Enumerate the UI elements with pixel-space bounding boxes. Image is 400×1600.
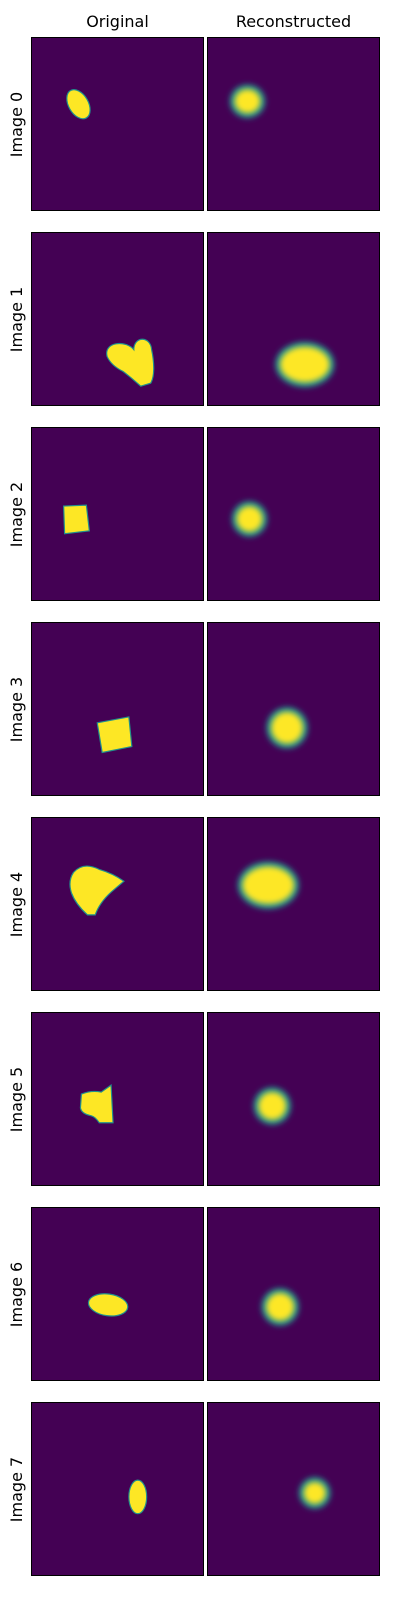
original-image xyxy=(106,338,155,387)
original-square-mark xyxy=(96,716,133,754)
reconstructed-image-panel xyxy=(207,622,380,796)
reconstructed-image xyxy=(231,501,268,537)
original-ellipse-mark xyxy=(87,1293,129,1317)
original-heart-mark xyxy=(106,338,155,387)
row-label: Image 6 xyxy=(0,1207,34,1381)
reconstructed-image-panel xyxy=(207,1402,380,1576)
original-image xyxy=(128,1479,148,1515)
reconstructed-blurred-circle-mark xyxy=(258,1092,287,1120)
original-image-panel xyxy=(31,37,204,211)
reconstructed-image xyxy=(261,1288,299,1326)
original-image xyxy=(79,1084,114,1124)
reconstructed-image xyxy=(253,1087,292,1125)
reconstructed-image-panel xyxy=(207,232,380,406)
original-image-panel xyxy=(31,232,204,406)
row-label: Image 3 xyxy=(0,622,34,796)
original-image-panel xyxy=(31,1402,204,1576)
row-label-text: Image 1 xyxy=(7,286,27,352)
row-label: Image 7 xyxy=(0,1402,34,1576)
row-label-text: Image 2 xyxy=(7,481,27,547)
original-ellipse-mark xyxy=(128,1479,148,1515)
reconstructed-image xyxy=(298,1477,331,1509)
original-image-panel xyxy=(31,622,204,796)
row-label-text: Image 4 xyxy=(7,871,27,937)
reconstructed-image-panel xyxy=(207,1207,380,1381)
original-image xyxy=(87,1293,129,1317)
original-heart-mark xyxy=(69,865,125,916)
reconstructed-image-panel xyxy=(207,37,380,211)
reconstructed-image xyxy=(237,861,299,909)
original-image-panel xyxy=(31,1012,204,1186)
reconstructed-blurred-ellipse-mark xyxy=(280,346,330,383)
row-label: Image 4 xyxy=(0,817,34,991)
reconstructed-image-panel xyxy=(207,817,380,991)
reconstructed-image-panel xyxy=(207,427,380,601)
original-image xyxy=(66,89,91,120)
original-image-panel xyxy=(31,427,204,601)
reconstructed-blurred-circle-mark xyxy=(271,711,303,744)
row-label-text: Image 0 xyxy=(7,91,27,157)
reconstructed-blurred-ellipse-mark xyxy=(242,866,294,904)
reconstructed-image xyxy=(275,341,335,388)
original-image-panel xyxy=(31,1207,204,1381)
reconstructed-image-panel xyxy=(207,1012,380,1186)
row-label-text: Image 7 xyxy=(7,1456,27,1522)
original-image xyxy=(96,716,133,754)
original-ellipse-mark xyxy=(66,89,91,120)
reconstructed-blurred-circle-mark xyxy=(236,506,263,532)
original-image xyxy=(69,865,125,916)
original-heart-mark xyxy=(79,1084,114,1124)
row-label-text: Image 6 xyxy=(7,1261,27,1327)
col-header-reconstructed: Reconstructed xyxy=(235,12,352,31)
reconstructed-blurred-ellipse-mark xyxy=(266,1293,294,1321)
reconstructed-blurred-ellipse-mark xyxy=(234,89,261,114)
original-image xyxy=(63,504,90,535)
row-label: Image 0 xyxy=(0,37,34,211)
row-label: Image 2 xyxy=(0,427,34,601)
reconstructed-image xyxy=(229,84,266,119)
row-label-text: Image 3 xyxy=(7,676,27,742)
reconstructed-image xyxy=(266,707,308,749)
original-square-mark xyxy=(63,504,90,535)
row-label: Image 1 xyxy=(0,232,34,406)
row-label: Image 5 xyxy=(0,1012,34,1186)
row-label-text: Image 5 xyxy=(7,1066,27,1132)
col-header-original: Original xyxy=(86,12,149,31)
reconstructed-blurred-circle-mark xyxy=(303,1482,326,1504)
original-image-panel xyxy=(31,817,204,991)
